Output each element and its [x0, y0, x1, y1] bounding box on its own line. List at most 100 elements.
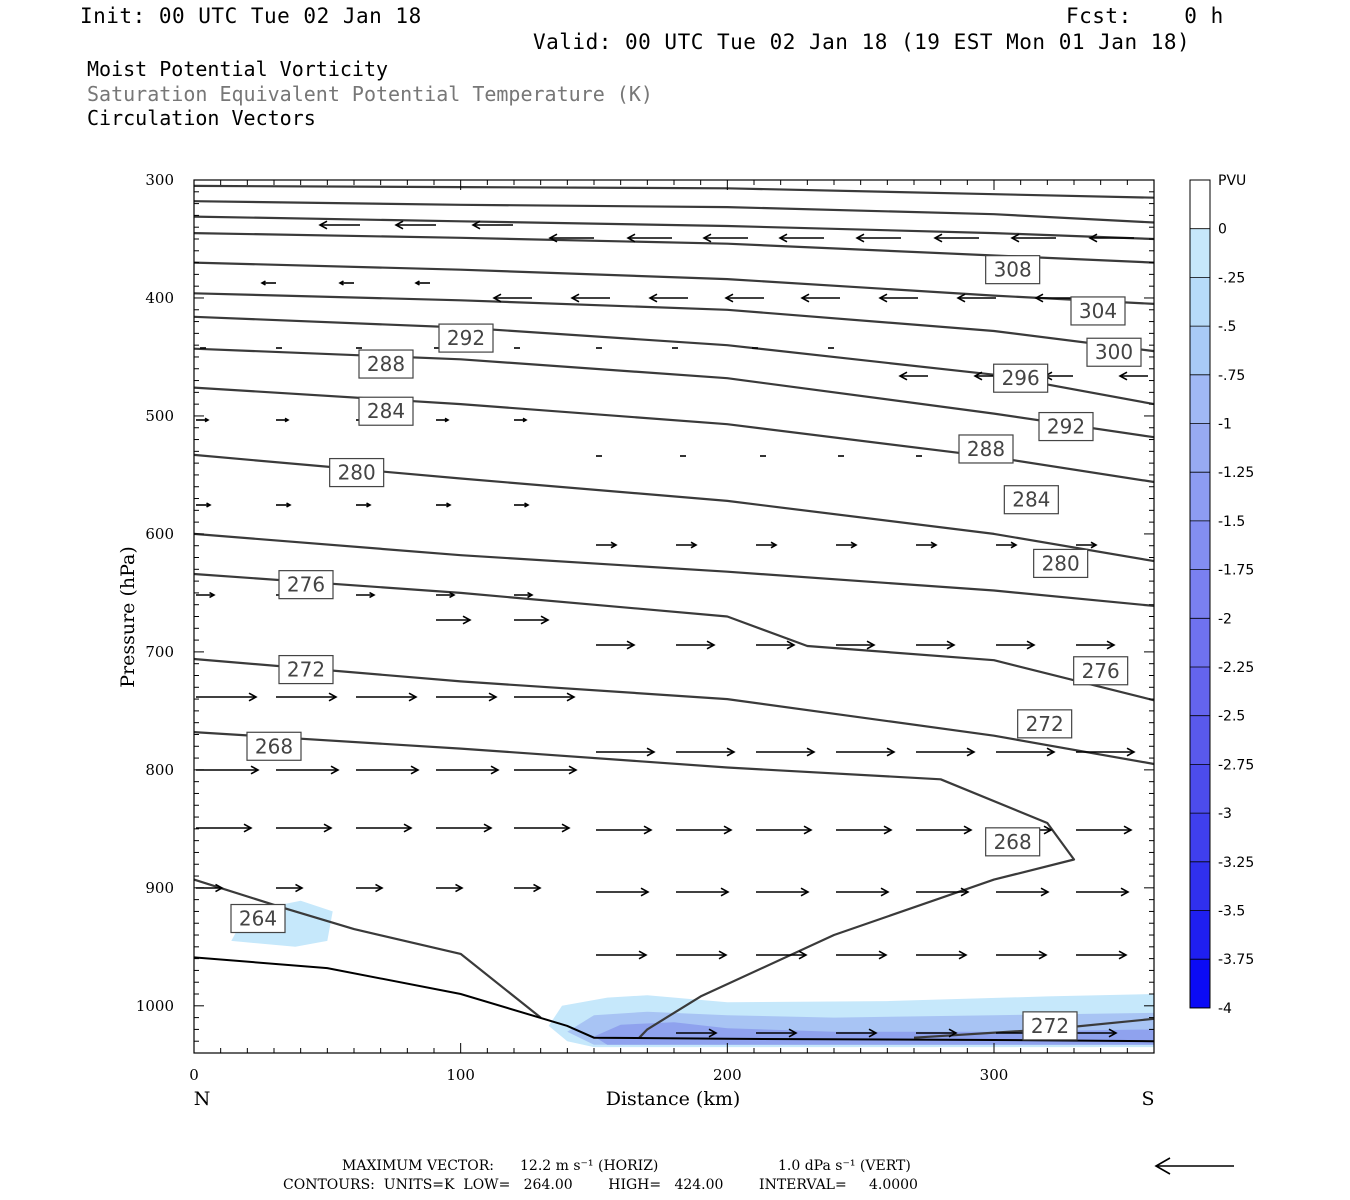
- svg-text:268: 268: [994, 830, 1032, 854]
- circulation-arrow: [514, 883, 542, 893]
- colorbar-swatch: [1190, 326, 1210, 375]
- svg-text:284: 284: [1012, 488, 1050, 512]
- circulation-arrow: [514, 692, 576, 702]
- colorbar-swatch: [1190, 764, 1210, 814]
- x-tick-label: 200: [713, 1066, 742, 1084]
- x-tick-label: 100: [446, 1066, 475, 1084]
- contour-line: [193, 292, 1155, 353]
- circulation-arrow: [855, 233, 901, 243]
- circulation-arrow: [514, 615, 550, 625]
- contour-label: 304: [1070, 296, 1126, 326]
- circulation-arrow: [276, 417, 290, 423]
- contour-label: 272: [1017, 709, 1073, 739]
- contour-label: 292: [1038, 411, 1094, 442]
- circulation-arrow: [514, 591, 534, 599]
- colorbar-tick-label: -1: [1218, 417, 1232, 433]
- circulation-arrow: [996, 747, 1056, 757]
- colorbar-tick-label: -3.5: [1218, 904, 1245, 920]
- colorbar-tick-label: 0: [1218, 222, 1227, 238]
- colorbar-tick-label: -.25: [1218, 270, 1245, 286]
- colorbar-tick-label: -1.25: [1218, 465, 1254, 481]
- circulation-arrow: [756, 747, 816, 757]
- circulation-arrow: [836, 887, 890, 897]
- circulation-arrow: [756, 541, 778, 549]
- circulation-arrow: [596, 950, 648, 960]
- max-vector-vert: 1.0 dPa s⁻¹ (VERT): [778, 1158, 911, 1174]
- contour-line: [193, 532, 1155, 607]
- y-tick-label: 800: [145, 761, 174, 779]
- svg-text:300: 300: [1095, 340, 1133, 364]
- circulation-arrow: [196, 417, 210, 423]
- contour-labels: 308 304 300 292 296 288 292 284 288 280 284 280 276 2…: [230, 255, 1142, 1041]
- surface-line: [193, 956, 1155, 1043]
- svg-text:272: 272: [1026, 712, 1064, 736]
- contour-label: 280: [1033, 548, 1089, 579]
- circulation-arrow: [596, 887, 650, 897]
- contour-label: 272: [1022, 1011, 1078, 1041]
- contour-label: 288: [958, 434, 1014, 464]
- colorbar-swatch: [1190, 180, 1210, 229]
- circulation-arrow: [836, 1028, 878, 1038]
- mpv-shading: [231, 900, 1154, 1048]
- circulation-arrow: [676, 950, 728, 960]
- colorbar-swatch: [1190, 715, 1210, 765]
- circulation-arrow: [196, 591, 216, 599]
- layer-title-theta-es: Saturation Equivalent Potential Temperat…: [87, 82, 653, 106]
- svg-text:296: 296: [1002, 366, 1040, 390]
- circulation-arrow: [676, 825, 733, 835]
- svg-text:304: 304: [1079, 299, 1117, 323]
- circulation-arrow: [756, 640, 796, 650]
- colorbar-tick-label: -.5: [1218, 319, 1236, 335]
- circulation-arrow: [1118, 371, 1148, 381]
- contour-label: 300: [1086, 337, 1142, 367]
- circulation-arrow: [596, 640, 636, 650]
- y-tick-label: 400: [145, 289, 174, 307]
- contour-line: [193, 184, 1155, 199]
- circulation-arrow: [756, 887, 810, 897]
- max-vector-label: MAXIMUM VECTOR:: [342, 1158, 494, 1174]
- circulation-arrow: [318, 220, 360, 230]
- circulation-arrow: [276, 765, 340, 775]
- colorbar-swatch: [1190, 618, 1210, 667]
- x-axis-title: Distance (km): [606, 1088, 741, 1110]
- colorbar-tick-label: -.75: [1218, 368, 1245, 384]
- circulation-arrow: [196, 765, 260, 775]
- circulation-arrow: [276, 823, 333, 833]
- circulation-arrow: [276, 883, 304, 893]
- contour-label: 268: [985, 827, 1041, 857]
- circulation-arrow: [724, 293, 764, 303]
- colorbar-swatch: [1190, 374, 1210, 424]
- circulation-arrow: [916, 541, 938, 549]
- contour-line: [193, 572, 1155, 702]
- north-label: N: [194, 1088, 211, 1110]
- circulation-arrow: [916, 887, 970, 897]
- circulation-arrow: [996, 950, 1048, 960]
- circulation-arrow: [514, 417, 528, 423]
- x-tick-label: 0: [189, 1066, 199, 1084]
- svg-text:292: 292: [1047, 415, 1085, 439]
- y-tick-label: 1000: [136, 997, 174, 1015]
- plot-axes: 300 400 500 600 700 800 900 1000 0 100 200 300 N S Dis…: [117, 171, 1155, 1110]
- svg-text:308: 308: [994, 258, 1032, 282]
- contour-label: 284: [1003, 485, 1059, 515]
- circulation-arrow: [676, 887, 730, 897]
- contour-line: [193, 657, 1155, 766]
- circulation-arrow: [356, 692, 418, 702]
- contour-label: 288: [358, 349, 414, 379]
- y-tick-label: 700: [145, 643, 174, 661]
- circulation-arrow: [356, 591, 376, 599]
- circulation-arrow: [702, 233, 748, 243]
- contour-line: [193, 232, 1155, 264]
- circulation-vectors: [196, 220, 1148, 1038]
- circulation-arrow: [1076, 640, 1116, 650]
- theta-es-contours: [193, 184, 1155, 1039]
- contour-line: [193, 878, 542, 1019]
- circulation-arrow: [276, 502, 292, 508]
- contour-label: 292: [438, 323, 494, 353]
- circulation-arrow: [676, 1028, 718, 1038]
- contour-label: 280: [329, 457, 385, 488]
- colorbar-title: PVU: [1218, 173, 1246, 189]
- circulation-arrow: [548, 233, 594, 243]
- circulation-arrow: [916, 950, 968, 960]
- svg-text:272: 272: [287, 658, 325, 682]
